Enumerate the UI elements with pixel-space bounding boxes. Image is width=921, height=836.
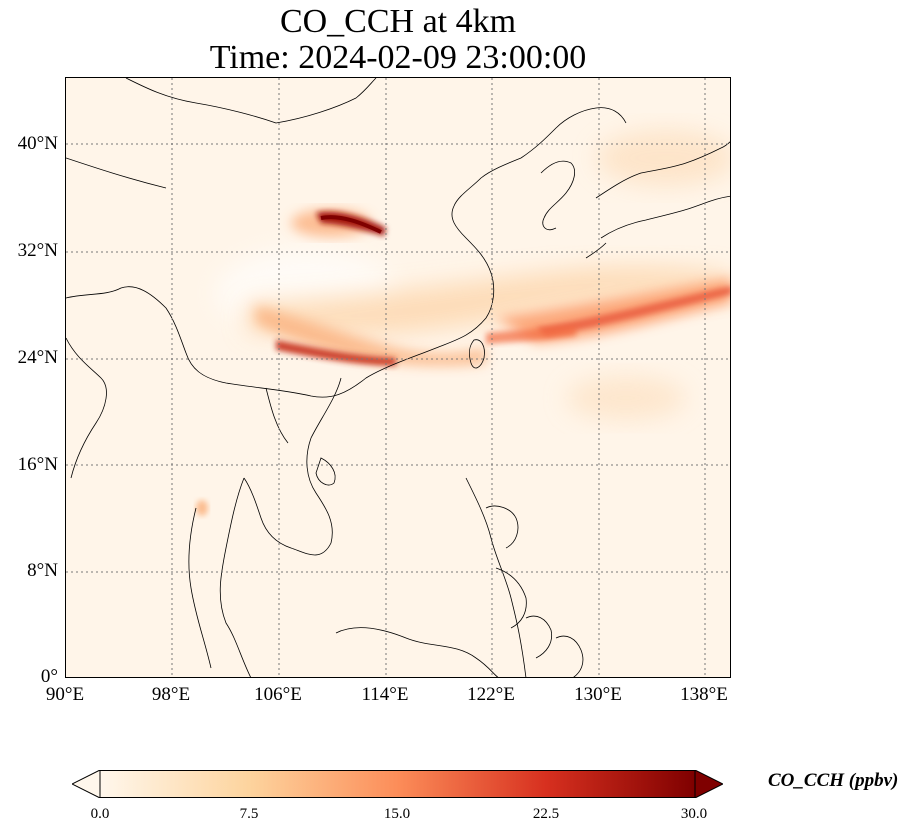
lon-tick-114e: 114°E <box>361 684 409 705</box>
lat-tick-24n: 24°N <box>17 347 58 368</box>
lon-tick-122e: 122°E <box>467 684 515 705</box>
colorbar-under-arrow <box>72 770 101 798</box>
colorbar-tick-0: 0.0 <box>90 806 110 822</box>
colorbar-tick-7-5: 7.5 <box>239 806 259 822</box>
co-concentration-field <box>196 130 730 516</box>
lon-tick-138e: 138°E <box>680 684 728 705</box>
lat-tick-16n: 16°N <box>17 454 58 475</box>
colorbar-tick-30: 30.0 <box>680 806 708 822</box>
map-canvas <box>66 78 730 677</box>
colorbar <box>72 770 723 798</box>
lon-tick-90e: 90°E <box>45 684 85 705</box>
map-subtitle-time: Time: 2024-02-09 23:00:00 <box>209 39 587 76</box>
lon-tick-98e: 98°E <box>151 684 191 705</box>
lat-tick-32n: 32°N <box>17 240 58 261</box>
colorbar-label: CO_CCH (ppbv) <box>768 770 899 791</box>
coastlines <box>66 78 730 677</box>
lon-tick-106e: 106°E <box>254 684 302 705</box>
lon-tick-130e: 130°E <box>574 684 622 705</box>
map-title: CO_CCH at 4km <box>279 3 517 40</box>
lat-tick-40n: 40°N <box>17 133 58 154</box>
colorbar-tick-15: 15.0 <box>383 806 411 822</box>
colorbar-gradient <box>99 770 696 798</box>
lat-tick-0: 0° <box>40 666 58 687</box>
lat-tick-8n: 8°N <box>27 560 58 581</box>
map-panel[interactable] <box>65 77 731 678</box>
colorbar-tick-22-5: 22.5 <box>532 806 560 822</box>
gridlines <box>66 78 730 677</box>
colorbar-over-arrow <box>694 770 723 798</box>
